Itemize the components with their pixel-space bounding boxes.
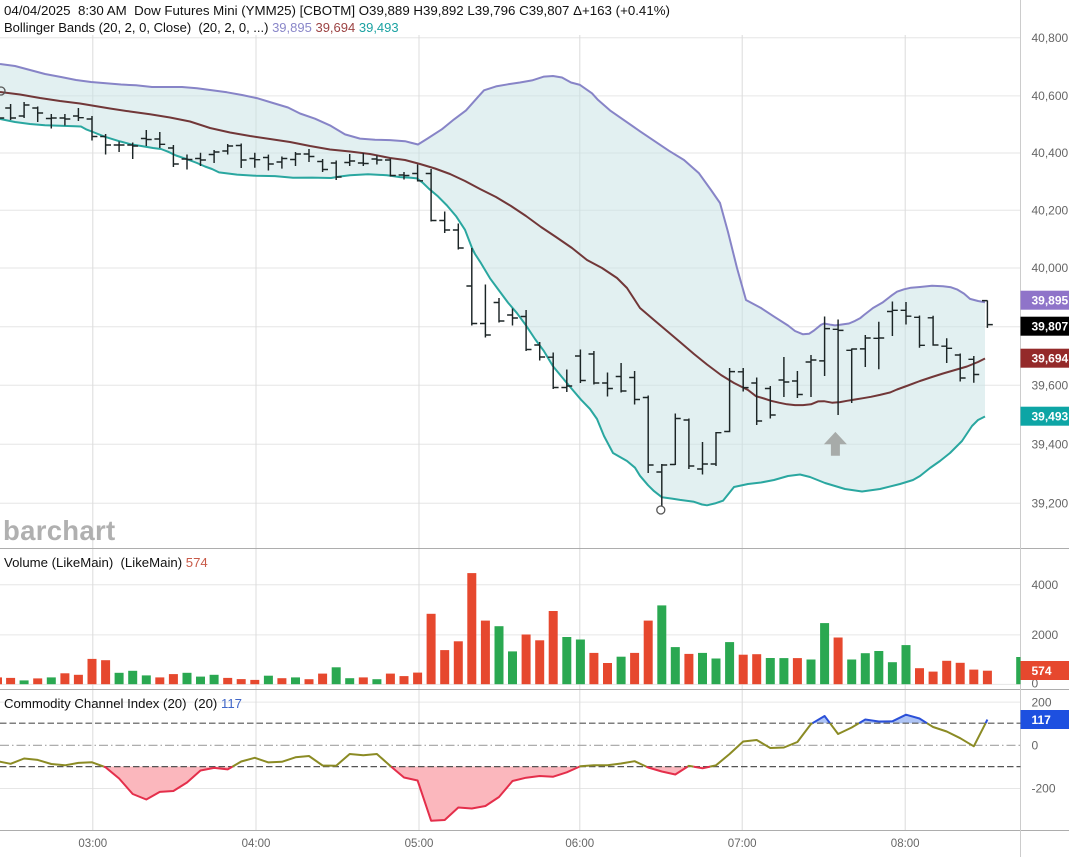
- svg-text:40,600: 40,600: [1032, 89, 1069, 103]
- svg-text:40,800: 40,800: [1032, 31, 1069, 45]
- svg-text:39,807: 39,807: [1032, 320, 1069, 334]
- svg-text:0: 0: [1032, 677, 1039, 691]
- svg-text:40,200: 40,200: [1032, 204, 1069, 218]
- svg-text:39,895: 39,895: [1032, 294, 1069, 308]
- svg-text:39,400: 39,400: [1032, 437, 1069, 451]
- svg-text:08:00: 08:00: [891, 838, 920, 850]
- svg-text:39,493: 39,493: [1032, 410, 1069, 424]
- svg-text:574: 574: [1032, 664, 1052, 678]
- svg-text:07:00: 07:00: [728, 838, 757, 850]
- svg-text:40,400: 40,400: [1032, 146, 1069, 160]
- svg-text:200: 200: [1032, 695, 1052, 709]
- svg-text:05:00: 05:00: [405, 838, 434, 850]
- svg-text:39,200: 39,200: [1032, 496, 1069, 510]
- svg-text:06:00: 06:00: [565, 838, 594, 850]
- svg-text:39,600: 39,600: [1032, 379, 1069, 393]
- svg-text:-200: -200: [1032, 782, 1056, 796]
- svg-text:117: 117: [1032, 713, 1052, 727]
- svg-text:4000: 4000: [1032, 578, 1059, 592]
- svg-text:40,000: 40,000: [1032, 261, 1069, 275]
- svg-text:39,694: 39,694: [1032, 352, 1069, 366]
- svg-text:04/04/2025 8:30 AM Dow Futur: 04/04/2025 8:30 AM Dow Futures Mini (YMM…: [4, 3, 670, 18]
- svg-text:0: 0: [1032, 739, 1039, 753]
- svg-text:2000: 2000: [1032, 628, 1059, 642]
- svg-text:Commodity Channel Index (20): Commodity Channel Index (20) (20) 117: [4, 696, 242, 711]
- svg-text:barchart: barchart: [3, 515, 115, 546]
- svg-text:03:00: 03:00: [78, 838, 107, 850]
- svg-text:04:00: 04:00: [242, 838, 271, 850]
- svg-text:Volume (LikeMain) (LikeMain): Volume (LikeMain) (LikeMain) 574: [4, 555, 208, 570]
- svg-text:Bollinger Bands (20, 2, 0, Clo: Bollinger Bands (20, 2, 0, Close) (20, 2…: [4, 20, 399, 35]
